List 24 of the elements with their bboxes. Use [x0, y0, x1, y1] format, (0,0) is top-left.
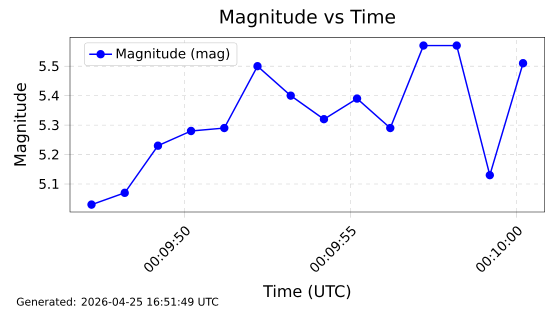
y-tick-label: 5.3: [39, 120, 59, 130]
chart-title: Magnitude vs Time: [220, 9, 395, 28]
point: [352, 94, 362, 103]
point: [320, 115, 328, 124]
y-tick-label: 5.1: [39, 179, 58, 189]
y-tick-label: 5.5: [39, 61, 58, 72]
point: [220, 124, 228, 132]
point: [253, 62, 262, 70]
x-axis-title: Time (UTC): [263, 284, 350, 300]
point: [419, 41, 428, 50]
text: Generated: 2026-04-25 16:51:49 UTC: [16, 297, 218, 306]
point: [186, 126, 196, 136]
point: [386, 124, 394, 132]
y-tick-label: 5.4: [39, 90, 59, 101]
y-tick-label: 5.2: [39, 150, 58, 160]
point: [120, 188, 129, 198]
point: [154, 142, 162, 150]
point: [518, 59, 528, 68]
point: [452, 41, 461, 50]
y-axis-title: Magnitude: [14, 83, 30, 166]
point: [286, 91, 295, 100]
legend-label: Magnitude (mag): [116, 48, 230, 62]
point: [486, 170, 494, 180]
point: [87, 200, 96, 209]
